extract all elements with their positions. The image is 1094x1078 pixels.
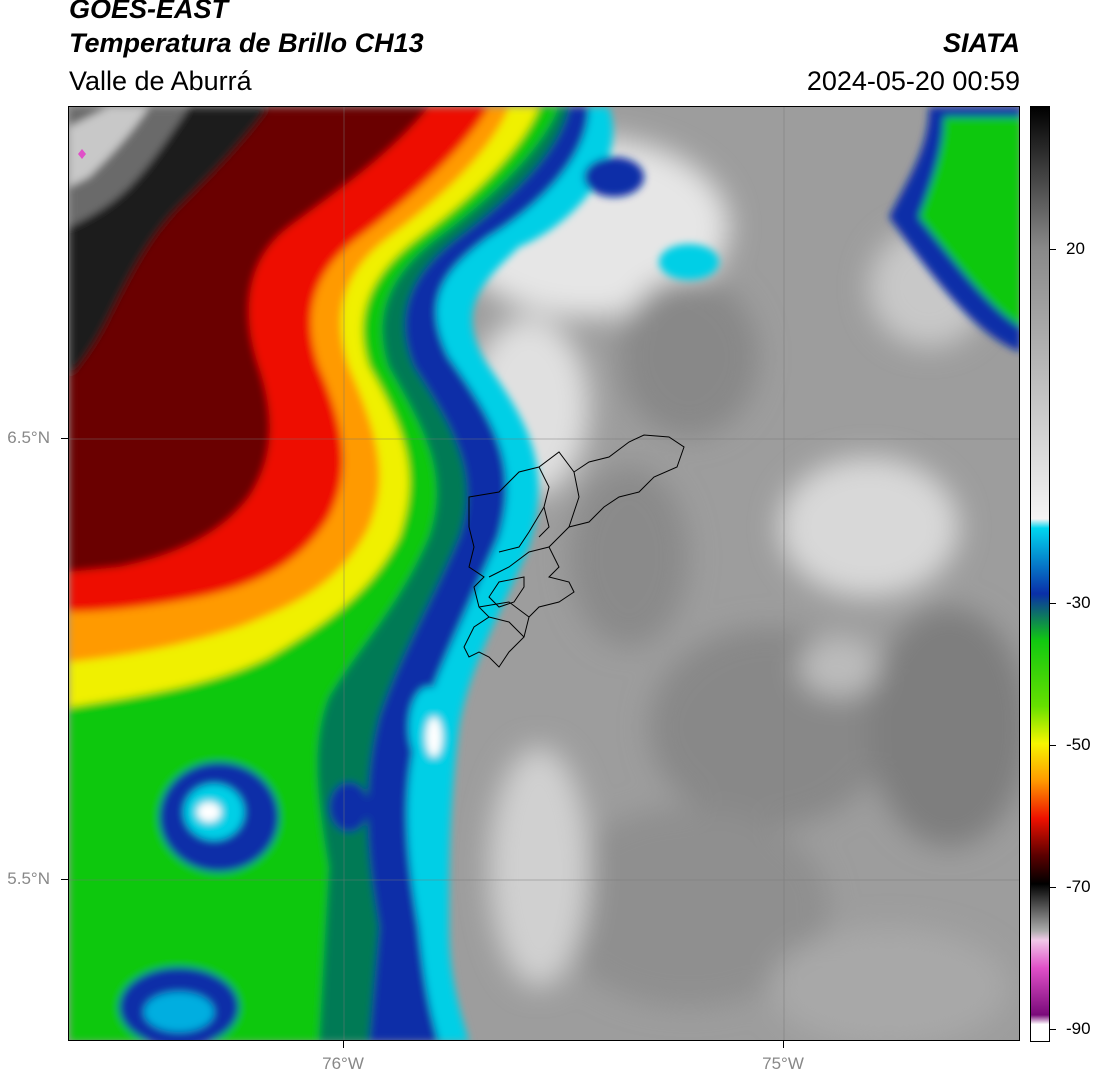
- lat-tick-label-1: 6.5°N: [7, 428, 50, 447]
- colorbar-tick-mark-2: [1050, 603, 1056, 604]
- colorbar-tick-label-3: -50: [1066, 735, 1091, 754]
- cloud-texture: [449, 137, 1019, 1040]
- colorbar-tick-label-1: 20: [1066, 239, 1085, 258]
- lat-tick-mark-2: [61, 879, 68, 880]
- colorbar-tick-mark-5: [1050, 1029, 1056, 1030]
- organization-label: SIATA: [943, 28, 1020, 58]
- colorbar: [1030, 106, 1050, 1042]
- map-canvas: [69, 107, 1019, 1040]
- cold-pixel-marker: [78, 149, 86, 159]
- colorbar-tick-mark-1: [1050, 249, 1056, 250]
- convective-region: [69, 107, 1019, 1040]
- colorbar-tick-label-2: -30: [1066, 593, 1091, 612]
- colorbar-tick-label-5: -90: [1066, 1019, 1091, 1038]
- colorbar-tick-mark-4: [1050, 887, 1056, 888]
- lon-tick-label-2: 75°W: [762, 1054, 804, 1073]
- lon-tick-mark-1: [343, 1041, 344, 1048]
- colorbar-gradient: [1031, 107, 1049, 1041]
- lat-tick-mark-1: [61, 438, 68, 439]
- graticule: [69, 107, 1019, 1040]
- region-title: Valle de Aburrá: [69, 66, 252, 96]
- colorbar-tick-label-4: -70: [1066, 877, 1091, 896]
- timestamp-label: 2024-05-20 00:59: [806, 66, 1020, 96]
- channel-title: Temperatura de Brillo CH13: [69, 28, 424, 58]
- lon-tick-label-1: 76°W: [322, 1054, 364, 1073]
- lat-tick-label-2: 5.5°N: [7, 869, 50, 888]
- satellite-map[interactable]: [68, 106, 1020, 1041]
- municipal-boundaries: [463, 434, 685, 668]
- colorbar-tick-mark-3: [1050, 745, 1056, 746]
- product-title: GOES-EAST: [69, 0, 229, 24]
- lon-tick-mark-2: [783, 1041, 784, 1048]
